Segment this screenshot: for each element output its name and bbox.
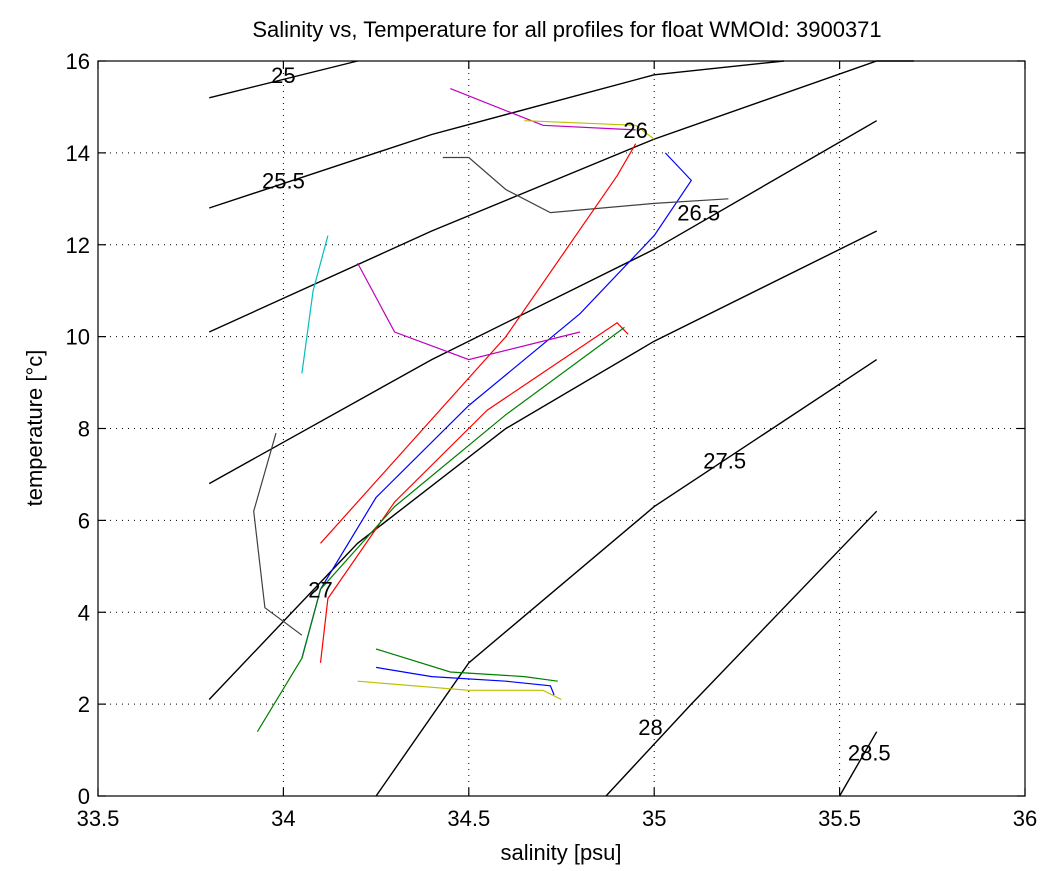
profile-line (450, 88, 636, 131)
y-axis-label: temperature [°c] (22, 350, 47, 507)
x-tick-label: 36 (1013, 806, 1037, 831)
x-tick-label: 34.5 (447, 806, 490, 831)
y-axis-ticks: 0 2 4 6 8 10 12 14 16 (66, 49, 1025, 809)
profile-line (524, 120, 655, 140)
x-tick-label: 35 (642, 806, 666, 831)
density-contour-label: 25.5 (262, 168, 305, 193)
density-contour-label: 26 (623, 118, 647, 143)
x-tick-label: 33.5 (77, 806, 120, 831)
density-contour-label: 27 (308, 577, 332, 602)
y-tick-label: 4 (78, 600, 90, 625)
density-contour-label: 27.5 (703, 449, 746, 474)
y-tick-label: 16 (66, 49, 90, 74)
y-tick-label: 14 (66, 141, 90, 166)
axes-box (97, 60, 1026, 797)
y-tick-label: 2 (78, 692, 90, 717)
profile-line (357, 262, 581, 361)
profile-line (301, 235, 329, 374)
x-tick-label: 34 (271, 806, 295, 831)
profile-line (320, 143, 637, 544)
density-contour-label: 26.5 (677, 201, 720, 226)
profile-line (442, 156, 729, 214)
chart-title: Salinity vs, Temperature for all profile… (252, 17, 881, 42)
profile-line (319, 322, 629, 663)
x-axis-ticks: 33.5 34 34.5 35 35.5 36 (77, 61, 1037, 831)
x-axis-label: salinity [psu] (500, 840, 621, 865)
x-tick-label: 35.5 (818, 806, 861, 831)
profile-line (301, 152, 693, 659)
density-contour-label: 28 (638, 715, 662, 740)
density-contour-label: 28.5 (848, 740, 891, 765)
density-contour-line (209, 60, 358, 99)
density-contour-line (375, 359, 878, 797)
y-tick-label: 8 (78, 417, 90, 442)
y-tick-label: 0 (78, 784, 90, 809)
density-contour-line (208, 230, 878, 700)
y-tick-label: 6 (78, 508, 90, 533)
profiles (253, 88, 729, 733)
density-contour-line (838, 731, 878, 797)
profile-line (357, 680, 562, 701)
profile-line (375, 648, 558, 682)
density-contour-line (605, 510, 878, 797)
grid (98, 61, 1025, 796)
profile-line (256, 326, 625, 733)
density-contour-line (208, 60, 914, 333)
y-tick-label: 10 (66, 325, 90, 350)
density-contour-line (208, 60, 785, 209)
density-contour-line (208, 120, 878, 485)
profile-line (376, 666, 555, 696)
profile-line (253, 432, 303, 636)
y-tick-label: 12 (66, 233, 90, 258)
